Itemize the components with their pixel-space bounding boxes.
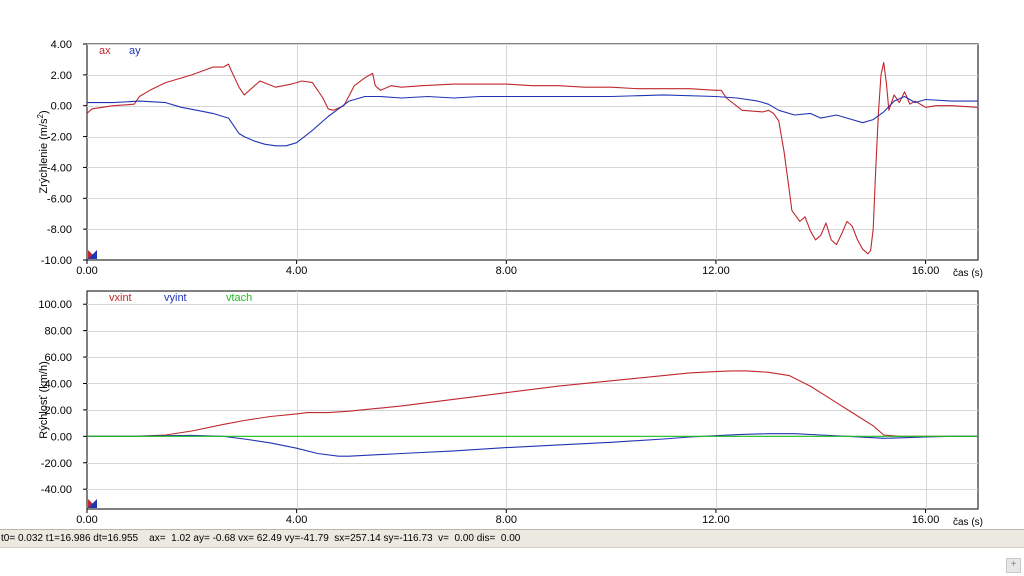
legend-vxint: vxint xyxy=(109,292,132,304)
y-axis-label: Rýchlosť (km/h) xyxy=(38,361,50,438)
y-tick-label: 2.00 xyxy=(51,70,72,82)
x-tick-label: 4.00 xyxy=(286,514,307,526)
series-line-vyint xyxy=(87,433,978,457)
y-tick-label: -10.00 xyxy=(41,255,72,267)
cursor-marker-icon-part xyxy=(88,499,97,508)
x-axis-label: čas (s) xyxy=(953,268,983,279)
y-tick-label: 80.00 xyxy=(44,326,72,338)
y-tick-label: 60.00 xyxy=(44,352,72,364)
y-axis-label-tail: ) xyxy=(38,110,50,114)
y-tick-label: 20.00 xyxy=(44,405,72,417)
charts-canvas: 4.00 2.00 0.00 -2.00 -4.00 -6.00 -8.00 -10.00 0.… xyxy=(36,39,984,528)
x-tick-label: 8.00 xyxy=(496,265,517,277)
y-tick-label: 4.00 xyxy=(51,39,72,51)
status-bar: t0= 0.032 t1=16.986 dt=16.955 ax= 1.02 a… xyxy=(0,529,1024,548)
y-tick-label: 0.00 xyxy=(51,101,72,113)
plus-grip-icon[interactable]: + xyxy=(1006,558,1021,573)
plot-frame xyxy=(86,290,979,510)
legend-ay: ay xyxy=(129,45,141,57)
legend-vtach: vtach xyxy=(226,292,252,304)
y-tick-label: -2.00 xyxy=(47,132,72,144)
x-tick-label: 0.00 xyxy=(76,514,97,526)
chart-panel-2: 100.00 80.00 60.00 40.00 20.00 0.00 -20.00 -40.… xyxy=(38,290,983,528)
chart-panel-1: 4.00 2.00 0.00 -2.00 -4.00 -6.00 -8.00 -10.00 0.… xyxy=(36,39,984,279)
x-tick-label: 16.00 xyxy=(912,514,940,526)
y-tick-label: 0.00 xyxy=(51,431,72,443)
y-tick-label: -40.00 xyxy=(41,484,72,496)
y-tick-label: 40.00 xyxy=(44,378,72,390)
x-tick-label: 8.00 xyxy=(496,514,517,526)
y-axis-label-exponent: 2 xyxy=(36,113,45,118)
y-tick-label: -20.00 xyxy=(41,458,72,470)
window-bottom-area: + xyxy=(0,548,1024,576)
y-tick-label: -4.00 xyxy=(47,162,72,174)
x-tick-label: 12.00 xyxy=(702,514,730,526)
legend-ax: ax xyxy=(99,45,111,57)
status-readout: t0= 0.032 t1=16.986 dt=16.955 ax= 1.02 a… xyxy=(1,533,521,544)
y-tick-label: -8.00 xyxy=(47,224,72,236)
x-tick-label: 12.00 xyxy=(702,265,730,277)
y-tick-label: -6.00 xyxy=(47,193,72,205)
x-tick-label: 0.00 xyxy=(76,265,97,277)
y-axis-label-main: Zrýchlenie (m/s xyxy=(38,118,50,194)
legend-vyint: vyint xyxy=(164,292,187,304)
y-axis-label: Zrýchlenie (m/s2) xyxy=(36,110,51,193)
series-line-vxint xyxy=(87,370,978,437)
x-tick-label: 16.00 xyxy=(912,265,940,277)
series-line-ay xyxy=(87,94,978,147)
series-line-ax xyxy=(87,61,978,255)
cursor-marker-icon-part xyxy=(88,250,97,259)
x-tick-label: 4.00 xyxy=(286,265,307,277)
y-tick-label: 100.00 xyxy=(38,299,72,311)
x-axis-label: čas (s) xyxy=(953,517,983,528)
